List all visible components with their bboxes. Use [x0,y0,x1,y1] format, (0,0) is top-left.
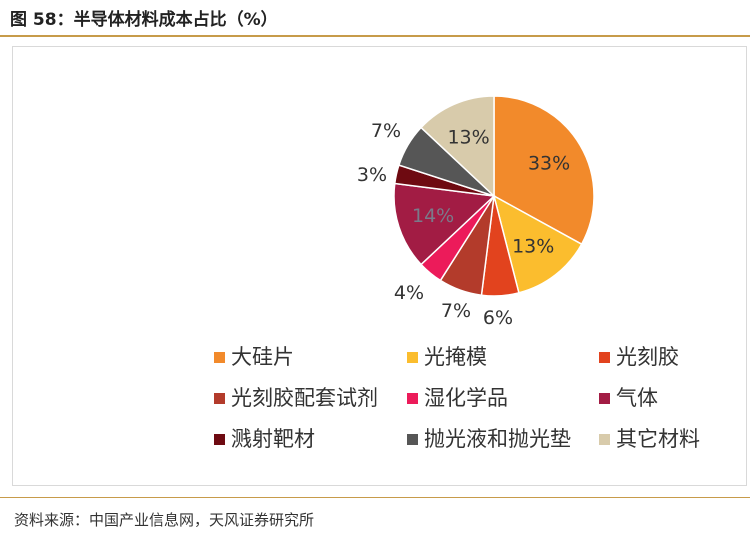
legend-swatch [407,434,418,445]
pie-slices [393,95,595,297]
pie-slice-6 [393,182,496,266]
legend-swatch [407,393,418,404]
title-divider [0,35,750,37]
legend-item-9: 其它材料 [599,429,700,450]
legend-item-4: 光刻胶配套试剂 [214,388,378,409]
pie-labels: 33% 13% 6% 7% 4% 14% 3% 7% 13% [357,120,570,329]
legend-label: 光刻胶配套试剂 [231,386,378,410]
legend-swatch [214,352,225,363]
legend-item-5: 湿化学品 [407,388,508,409]
legend-swatch [599,434,610,445]
legend-label: 气体 [616,386,658,410]
legend-item-8: 抛光液和抛光垫 [407,429,571,450]
legend-item-1: 大硅片 [214,347,294,368]
legend-label: 其它材料 [616,427,700,451]
legend-swatch [407,352,418,363]
legend-swatch [599,393,610,404]
pie-slice-2 [492,194,583,294]
legend-item-7: 溅射靶材 [214,429,315,450]
legend-swatch [599,352,610,363]
figure-title: 图 58：半导体材料成本占比（%） [10,10,278,30]
legend-label: 溅射靶材 [231,427,315,451]
legend-item-6: 气体 [599,388,658,409]
footer-divider [0,497,750,498]
pie-data-label-7: 3% [357,164,387,186]
pie-data-label-5: 4% [394,282,424,304]
pie-slice-1 [493,95,595,246]
legend-label: 湿化学品 [424,386,508,410]
source-note: 资料来源：中国产业信息网，天风证券研究所 [14,511,315,529]
legend-label: 抛光液和抛光垫 [424,427,571,451]
pie-data-label-8: 7% [371,120,401,142]
pie-data-label-4: 7% [441,300,471,322]
pie-data-label-1: 33% [528,152,570,174]
pie-data-label-9: 13% [447,126,489,148]
pie-data-label-2: 13% [512,236,554,258]
legend-swatch [214,393,225,404]
pie-data-label-6: 14% [412,205,454,227]
legend-label: 大硅片 [231,345,294,369]
chart-frame [12,46,747,486]
legend-swatch [214,434,225,445]
legend-label: 光掩模 [424,345,487,369]
legend-label: 光刻胶 [616,345,679,369]
pie-slice-9 [420,95,495,198]
legend-item-3: 光刻胶 [599,347,679,368]
pie-data-label-3: 6% [483,307,513,329]
legend-item-2: 光掩模 [407,347,487,368]
